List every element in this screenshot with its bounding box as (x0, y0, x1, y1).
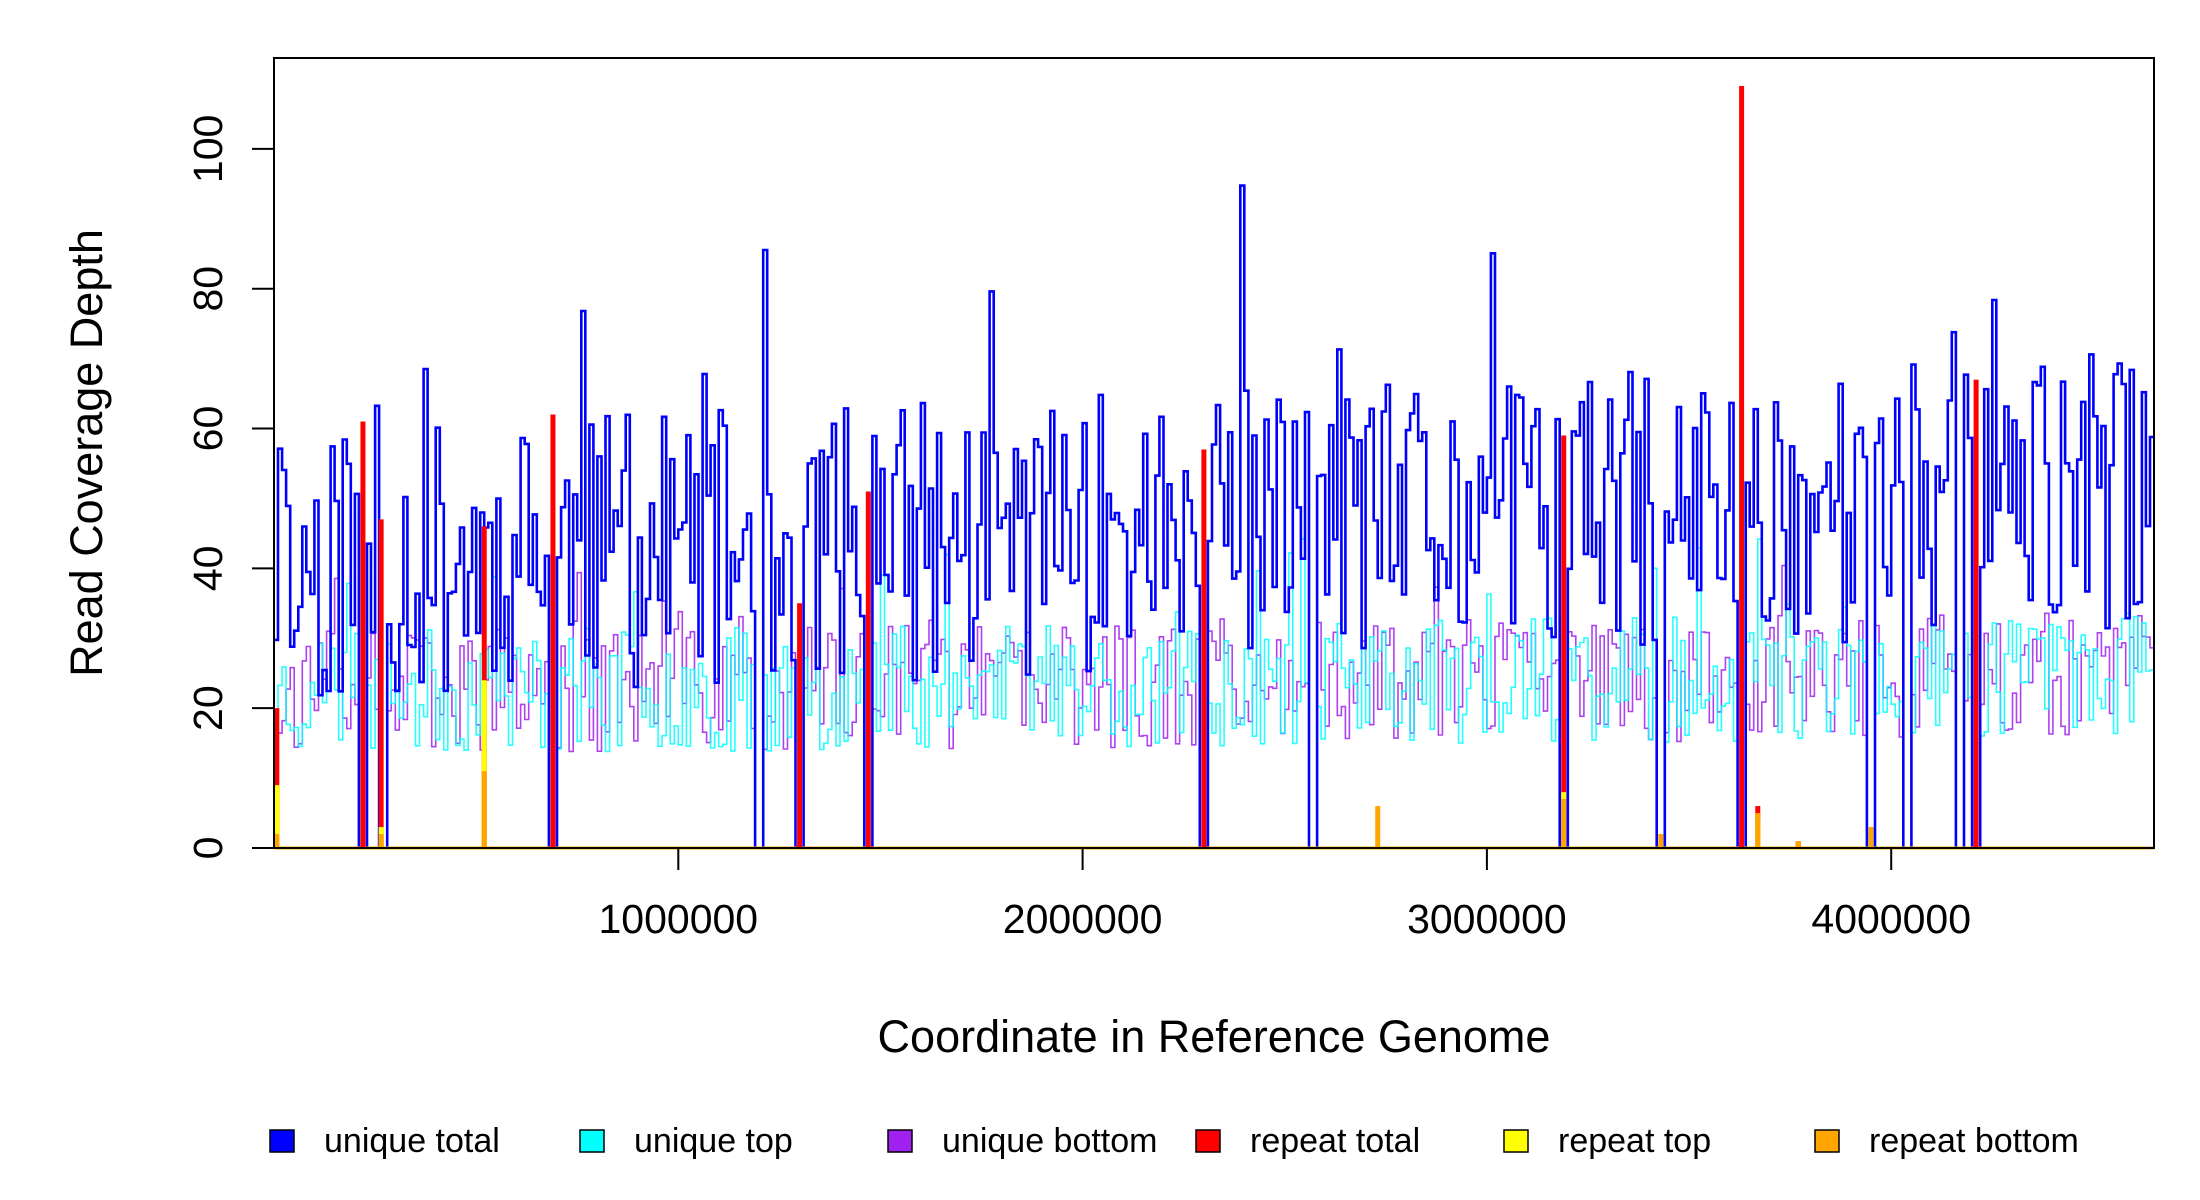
legend-label: repeat total (1250, 1122, 1420, 1160)
legend-swatch (579, 1129, 605, 1153)
y-axis: 0 20 40 60 80 100 (185, 115, 274, 860)
series-unique-total (274, 184, 2154, 850)
y-tick-label: 20 (185, 685, 231, 731)
legend: unique total unique top unique bottom repea… (269, 1122, 2079, 1160)
y-tick-label: 60 (185, 406, 231, 452)
x-axis-title: Coordinate in Reference Genome (878, 1011, 1551, 1062)
legend-swatch (1195, 1129, 1221, 1153)
legend-label: repeat top (1558, 1122, 1711, 1160)
legend-label: unique bottom (942, 1122, 1158, 1160)
y-axis-title: Read Coverage Depth (61, 229, 112, 677)
x-tick-label: 1000000 (598, 896, 758, 942)
series-layer (274, 85, 2154, 850)
x-axis: 1000000 2000000 3000000 4000000 (598, 848, 1971, 942)
x-tick-label: 3000000 (1407, 896, 1567, 942)
legend-label: unique total (324, 1122, 500, 1160)
y-tick-label: 40 (185, 546, 231, 592)
legend-label: unique top (634, 1122, 793, 1160)
y-tick-label: 80 (185, 266, 231, 312)
legend-swatch (1503, 1129, 1529, 1153)
x-tick-label: 4000000 (1811, 896, 1971, 942)
x-tick-label: 2000000 (1003, 896, 1163, 942)
plot-frame (273, 57, 2155, 849)
legend-label: repeat bottom (1869, 1122, 2079, 1160)
y-tick-label: 0 (185, 837, 231, 860)
legend-swatch (1814, 1129, 1840, 1153)
legend-swatch (887, 1129, 913, 1153)
y-tick-label: 100 (185, 115, 231, 183)
legend-swatch (269, 1129, 295, 1153)
